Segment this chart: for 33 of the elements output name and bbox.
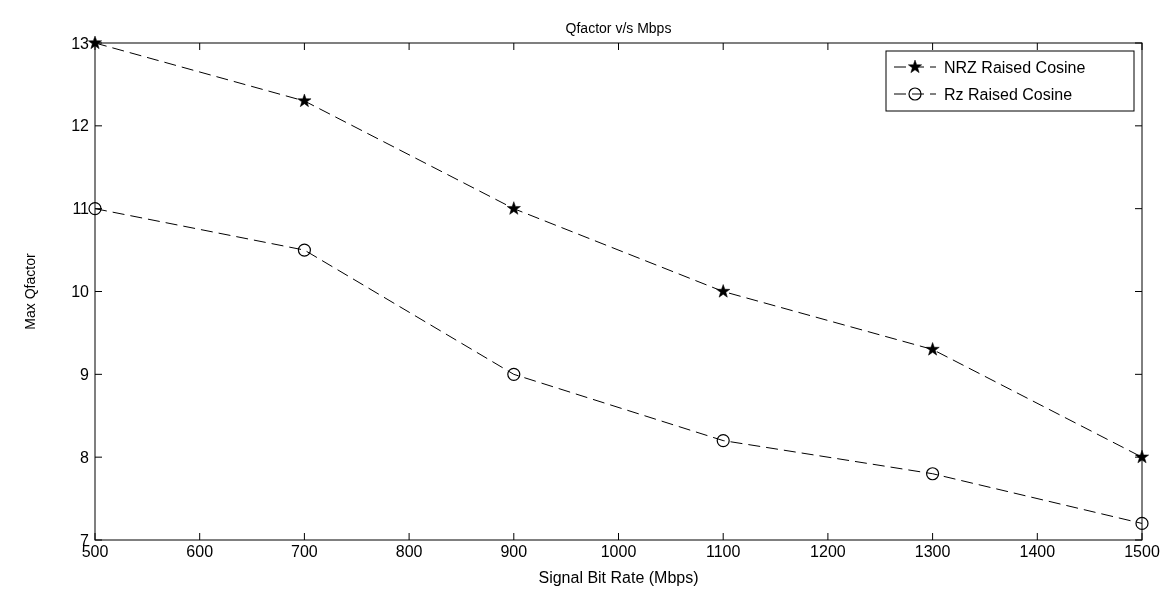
point [716,434,730,448]
x-tick-label: 1300 [914,543,951,560]
point [507,367,521,381]
x-tick-label: 700 [291,543,318,560]
point [506,201,521,215]
point [297,243,311,257]
x-tick-label: 1200 [810,543,846,560]
chart-title: Qfactor v/s Mbps [565,20,672,36]
point [297,93,312,107]
point [1135,516,1149,531]
legend-label: Rz Raised Cosine [944,85,1073,103]
x-tick-label: 900 [500,543,528,560]
y-tick-label: 12 [71,117,90,135]
point [88,202,102,216]
y-tick-label: 8 [80,448,90,466]
y-tick-label: 13 [71,34,90,52]
y-tick-label: 9 [80,365,90,383]
x-tick-label: 1000 [600,543,637,560]
x-tick-label: 1100 [706,543,741,560]
x-tick-label: 600 [186,543,214,560]
y-tick-label: 10 [71,283,90,301]
point [88,35,102,49]
x-tick-label: 1500 [1124,543,1160,560]
point [716,284,731,298]
point [926,467,940,481]
x-tick-label: 1400 [1019,543,1056,560]
x-axis-title: Signal Bit Rate (Mbps) [538,569,699,586]
point [925,342,940,356]
y-tick-label: 11 [72,200,90,218]
x-tick-label: 800 [395,543,423,560]
point [1135,449,1149,464]
y-axis-title: Max Qfactor [22,253,38,330]
legend-label: NRZ Raised Cosine [944,58,1086,76]
